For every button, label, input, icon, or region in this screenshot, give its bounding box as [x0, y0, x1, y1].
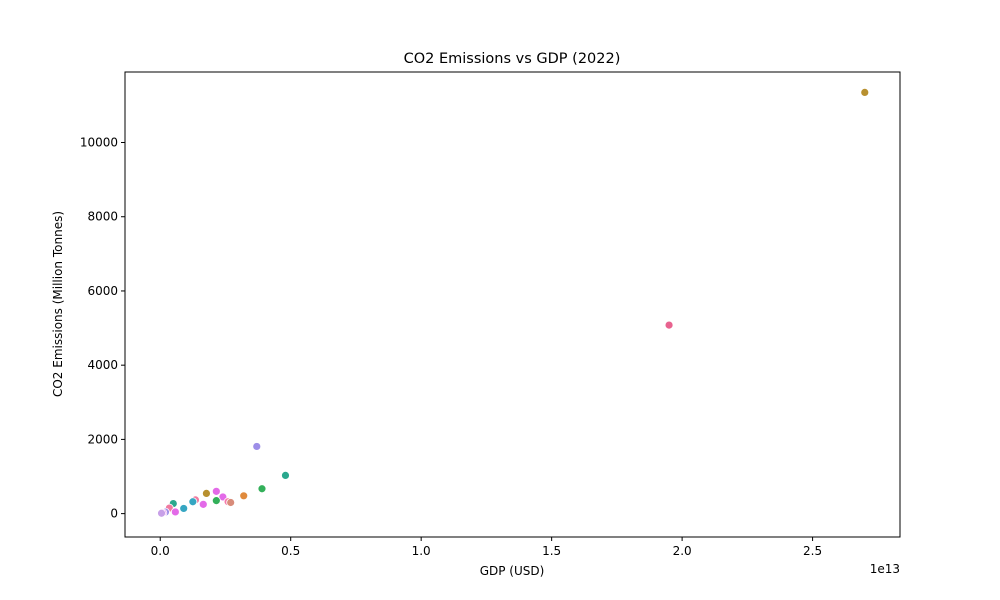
data-point [226, 498, 236, 507]
data-point [281, 470, 290, 480]
data-point [198, 499, 208, 509]
y-tick-label: 10000 [80, 136, 118, 150]
x-axis-label: GDP (USD) [480, 564, 545, 578]
x-tick-label: 0.0 [151, 544, 170, 558]
y-tick-label: 8000 [87, 210, 118, 224]
y-axis-label: CO2 Emissions (Million Tonnes) [51, 211, 65, 397]
x-axis-offset-label: 1e13 [870, 562, 900, 576]
x-tick-label: 1.5 [542, 544, 561, 558]
x-tick-label: 2.0 [673, 544, 692, 558]
y-tick-label: 0 [110, 507, 118, 521]
x-tick-label: 2.5 [803, 544, 822, 558]
y-tick-label: 2000 [87, 432, 118, 446]
data-point [239, 491, 249, 501]
data-point [188, 497, 198, 507]
data-point [211, 486, 221, 496]
data-point [252, 442, 262, 451]
y-axis: 0 2000 4000 6000 8000 10000 [80, 136, 125, 521]
points-layer [157, 88, 870, 518]
x-axis: 0.0 0.5 1.0 1.5 2.0 2.5 [151, 537, 822, 558]
data-point [211, 496, 221, 506]
data-point [170, 507, 180, 517]
y-tick-label: 6000 [87, 284, 118, 298]
data-point [202, 488, 211, 498]
data-point [257, 484, 267, 494]
x-tick-label: 0.5 [281, 544, 300, 558]
data-point [179, 504, 189, 513]
data-point [664, 320, 674, 330]
plot-frame [124, 71, 901, 538]
data-point [157, 508, 166, 518]
x-tick-label: 1.0 [412, 544, 431, 558]
y-tick-label: 4000 [87, 358, 118, 372]
data-point [860, 88, 870, 97]
chart-title: CO2 Emissions vs GDP (2022) [404, 51, 621, 67]
